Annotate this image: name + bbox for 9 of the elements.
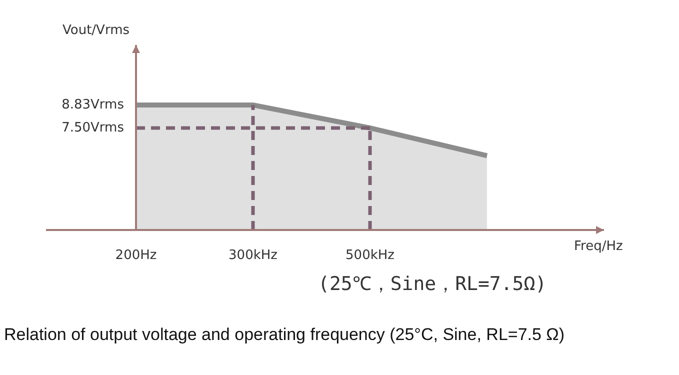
x-axis-title: Freq/Hz xyxy=(574,238,623,254)
y-tick-label: 7.50Vrms xyxy=(62,120,124,136)
text: (25℃，Sine，RL=7.5Ω) xyxy=(318,272,548,297)
y-axis-title: Vout/Vrms xyxy=(62,22,130,38)
text: Relation of output voltage and operating frequency (25°C, Sine, RL=7.5 Ω) xyxy=(4,325,566,345)
y-tick-label: 8.83Vrms xyxy=(62,97,124,112)
x-tick-label: 200Hz xyxy=(115,248,157,264)
x-tick-label: 300kHz xyxy=(228,248,278,264)
x-tick-label: 500kHz xyxy=(346,248,395,264)
